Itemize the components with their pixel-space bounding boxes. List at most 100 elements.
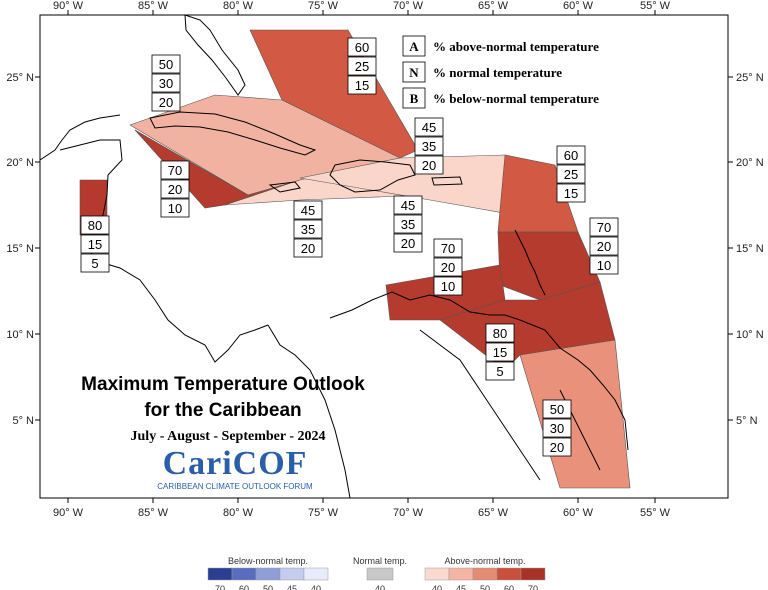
probability-cell [556, 164, 586, 184]
colorbar-swatch [520, 567, 546, 581]
probability-box-belize: 80 15 5 [80, 215, 110, 273]
probability-value: 20 [168, 182, 182, 197]
caricof-logo: CariCOF [163, 445, 308, 482]
probability-value: 20 [550, 440, 564, 455]
lat-label-right: 15° N [736, 243, 764, 255]
lon-label-bottom: 60° W [563, 507, 594, 519]
probability-value: 50 [159, 57, 173, 72]
colorbar-tick: 40 [311, 584, 321, 590]
caricof-subtext: CARIBBEAN CLIMATE OUTLOOK FORUM [157, 482, 313, 491]
probability-value: 15 [355, 78, 369, 93]
probability-value: 30 [550, 421, 564, 436]
probability-value: 5 [91, 256, 98, 271]
lat-label-left: 10° N [6, 329, 34, 341]
probability-value: 5 [496, 364, 503, 379]
probability-cell [414, 117, 444, 137]
probability-boxes: 60 25 15 50 30 20 80 15 5 70 20 10 45 35 20 45 35 20 45 35 2… [80, 37, 619, 457]
probability-cell [589, 217, 619, 237]
lon-label-bottom: 65° W [478, 507, 509, 519]
probability-cell [393, 233, 423, 253]
lat-label-right: 5° N [736, 415, 758, 427]
colorbar-tick: 70 [528, 584, 538, 590]
probability-value: 20 [159, 95, 173, 110]
colorbar-swatch [448, 567, 474, 581]
probability-cell [151, 92, 181, 112]
probability-value: 60 [355, 40, 369, 55]
region-bahamas [249, 29, 419, 159]
probability-cell [485, 323, 515, 343]
lat-label-left: 20° N [6, 157, 34, 169]
colorbar-swatch [496, 567, 522, 581]
lat-label-left: 25° N [6, 72, 34, 84]
lon-label-top: 85° W [138, 0, 169, 12]
legend-letter-box [402, 61, 426, 83]
probability-cell [433, 238, 463, 258]
probability-cell [347, 37, 377, 57]
probability-cell [433, 276, 463, 296]
probability-box-hispaniola-south: 45 35 20 [393, 195, 423, 253]
probability-cell [347, 56, 377, 76]
colorbar-tick: 60 [504, 584, 514, 590]
probability-cell [293, 238, 323, 258]
legend-description: % normal temperature [433, 65, 562, 80]
lat-label-right: 10° N [736, 329, 764, 341]
probability-value: 25 [355, 59, 369, 74]
probability-value: 10 [597, 258, 611, 273]
lon-label-bottom: 75° W [308, 507, 339, 519]
probability-cell [393, 195, 423, 215]
probability-value: 70 [597, 220, 611, 235]
colorbar-tick: 50 [480, 584, 490, 590]
probability-value: 10 [441, 279, 455, 294]
latitude-axis: 25° N 25° N 20° N 20° N 15° N 15° N 10° N 10° N… [6, 72, 763, 427]
map-frame [39, 14, 729, 499]
probability-box-southern-caribbean: 70 20 10 [433, 238, 463, 296]
probability-value: 80 [88, 218, 102, 233]
colorbar-swatch [255, 567, 281, 581]
probability-cell [160, 179, 190, 199]
probability-value: 70 [168, 163, 182, 178]
title-line1: Maximum Temperature Outlook [81, 374, 365, 395]
lon-label-bottom: 85° W [138, 507, 169, 519]
probability-box-cayman: 70 20 10 [160, 160, 190, 218]
probability-cell [485, 361, 515, 381]
colorbar-swatch [279, 567, 305, 581]
probability-cell [556, 145, 586, 165]
probability-value: 35 [301, 222, 315, 237]
lon-label-top: 80° W [223, 0, 254, 12]
probability-value: 15 [493, 345, 507, 360]
legend-letter: N [409, 65, 419, 80]
probability-cell [80, 215, 110, 235]
legend-letter: A [409, 39, 419, 54]
coastlines [39, 14, 629, 499]
title-line2: for the Caribbean [144, 400, 301, 421]
legend-letter-box [402, 35, 426, 57]
subtitle: July - August - September - 2024 [131, 429, 326, 444]
lon-label-top: 55° W [640, 0, 671, 12]
probability-value: 20 [401, 236, 415, 251]
colorbar-swatch [366, 567, 394, 581]
colorbar-tick: 70 [215, 584, 225, 590]
probability-cell [589, 236, 619, 256]
probability-cell [80, 234, 110, 254]
lon-label-top: 75° W [308, 0, 339, 12]
probability-cell [393, 214, 423, 234]
lon-label-bottom: 90° W [53, 507, 84, 519]
lon-label-top: 90° W [53, 0, 84, 12]
probability-cell [151, 54, 181, 74]
probability-cell [160, 160, 190, 180]
lat-label-left: 15° N [6, 243, 34, 255]
colorbar-swatch [303, 567, 329, 581]
colorbar-above: Above-normal temp. 40 45 50 60 70 [424, 556, 546, 590]
probability-cell [293, 219, 323, 239]
lat-label-right: 20° N [736, 157, 764, 169]
lon-label-top: 70° W [393, 0, 424, 12]
probability-cell [542, 437, 572, 457]
lon-label-top: 65° W [478, 0, 509, 12]
colorbar-swatch [472, 567, 498, 581]
probability-box-guianas: 50 30 20 [542, 399, 572, 457]
legend-letter: B [410, 91, 419, 106]
colorbar-swatch [424, 567, 450, 581]
probability-value: 20 [301, 241, 315, 256]
